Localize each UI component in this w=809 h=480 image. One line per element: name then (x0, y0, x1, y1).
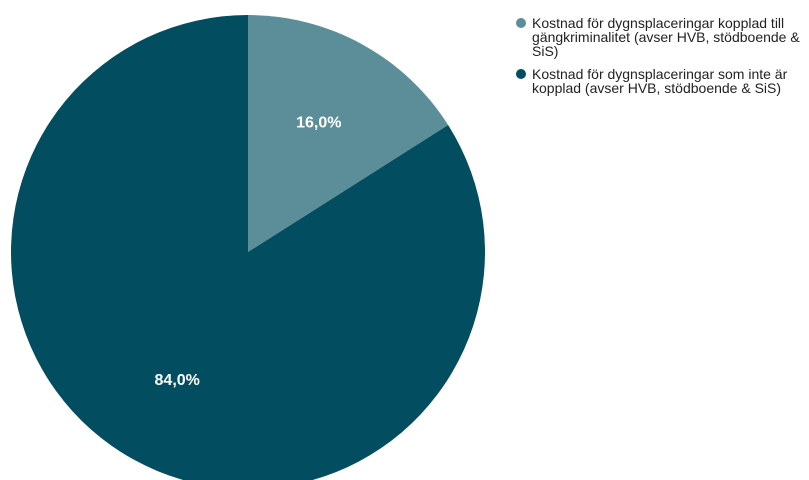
slice-value-label: 16,0% (296, 114, 341, 131)
pie-slice (11, 15, 485, 480)
slice-value-label: 84,0% (155, 372, 200, 389)
pie-slice (248, 15, 449, 252)
legend-swatch (516, 18, 526, 28)
legend-item: Kostnad för dygnsplaceringar som inte är… (516, 67, 809, 95)
legend-label: Kostnad för dygnsplaceringar som inte är… (532, 66, 788, 96)
legend: Kostnad för dygnsplaceringar kopplad til… (516, 16, 809, 104)
legend-swatch (516, 69, 526, 79)
legend-item: Kostnad för dygnsplaceringar kopplad til… (516, 16, 809, 58)
legend-label: Kostnad för dygnsplaceringar kopplad til… (532, 15, 800, 59)
